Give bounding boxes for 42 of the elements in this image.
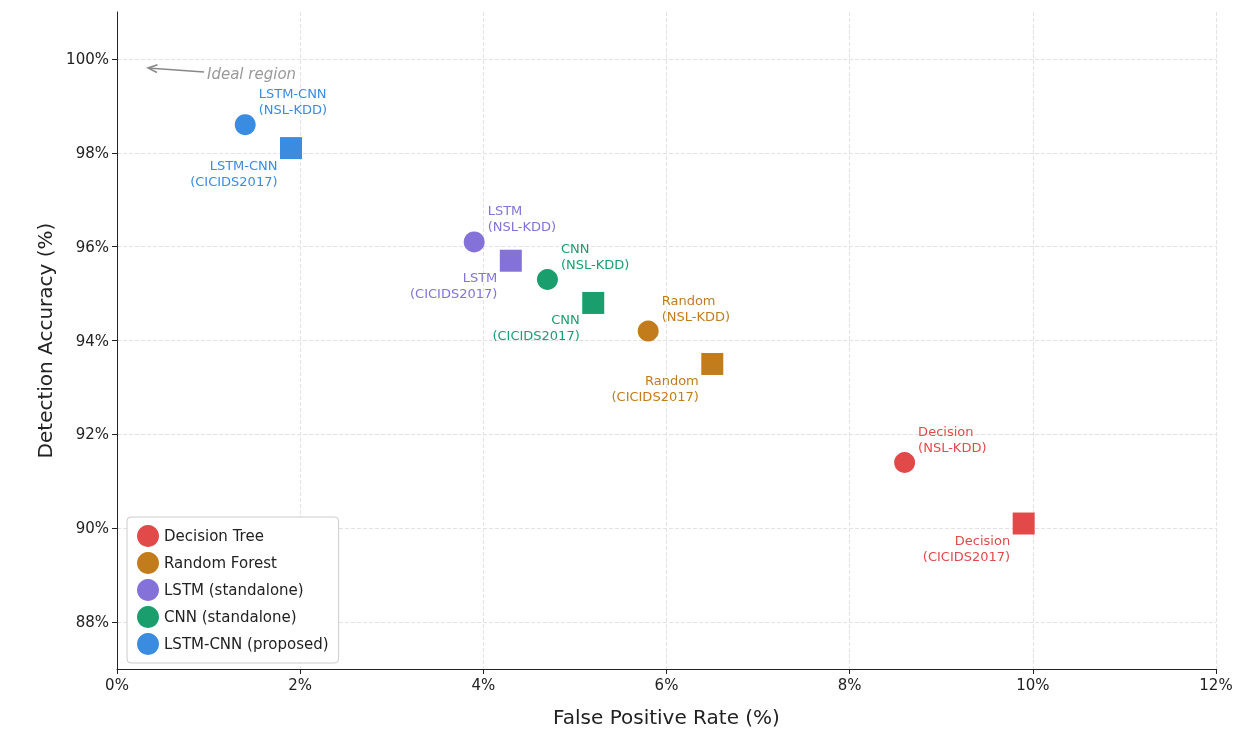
point xyxy=(637,320,659,342)
point xyxy=(1012,512,1035,535)
point xyxy=(463,231,485,253)
annotation: Decision (NSL-KDD) xyxy=(918,424,987,456)
x-tick-label: 12% xyxy=(1199,675,1233,694)
annotation: Random (NSL-KDD) xyxy=(661,292,731,324)
annotation: CNN (CICIDS2017) xyxy=(492,312,580,344)
x-tick-label: 0% xyxy=(105,675,129,694)
y-tick-label: 100% xyxy=(66,49,109,68)
annotation: LSTM-CNN (CICIDS2017) xyxy=(190,157,278,189)
annotation: CNN (NSL-KDD) xyxy=(560,240,630,272)
annotation: Decision (CICIDS2017) xyxy=(922,533,1011,565)
annotation: Ideal region xyxy=(207,65,297,83)
point xyxy=(234,114,256,136)
point xyxy=(536,269,558,290)
annotation: LSTM-CNN (NSL-KDD) xyxy=(258,86,328,118)
x-tick-label: 8% xyxy=(837,675,862,694)
point xyxy=(499,249,522,272)
legend-label: LSTM (standalone) xyxy=(164,581,304,599)
point xyxy=(701,352,724,375)
y-tick-label: 88% xyxy=(75,613,109,632)
y-tick-label: 90% xyxy=(75,519,109,538)
y-tick-label: 96% xyxy=(75,237,109,256)
legend-label: CNN (standalone) xyxy=(164,608,297,626)
point xyxy=(894,452,916,474)
y-tick-label: 92% xyxy=(75,425,109,444)
legend-label: Random Forest xyxy=(164,554,278,572)
point xyxy=(582,291,605,314)
x-axis-title: False Positive Rate (%) xyxy=(553,705,780,729)
y-tick-label: 98% xyxy=(75,143,109,162)
annotation: LSTM (CICIDS2017) xyxy=(410,270,498,302)
y-tick-label: 94% xyxy=(75,331,109,350)
legend-label: Decision Tree xyxy=(164,527,264,545)
annotation: LSTM (NSL-KDD) xyxy=(487,203,557,235)
point xyxy=(280,137,303,160)
x-tick-label: 10% xyxy=(1016,675,1050,694)
legend-label: LSTM-CNN (proposed) xyxy=(164,635,329,653)
y-axis-title: Detection Accuracy (%) xyxy=(33,222,57,459)
annotation: Random (CICIDS2017) xyxy=(611,373,699,405)
x-tick-label: 6% xyxy=(654,675,679,694)
x-tick-label: 4% xyxy=(471,675,496,694)
x-tick-label: 2% xyxy=(288,675,313,694)
